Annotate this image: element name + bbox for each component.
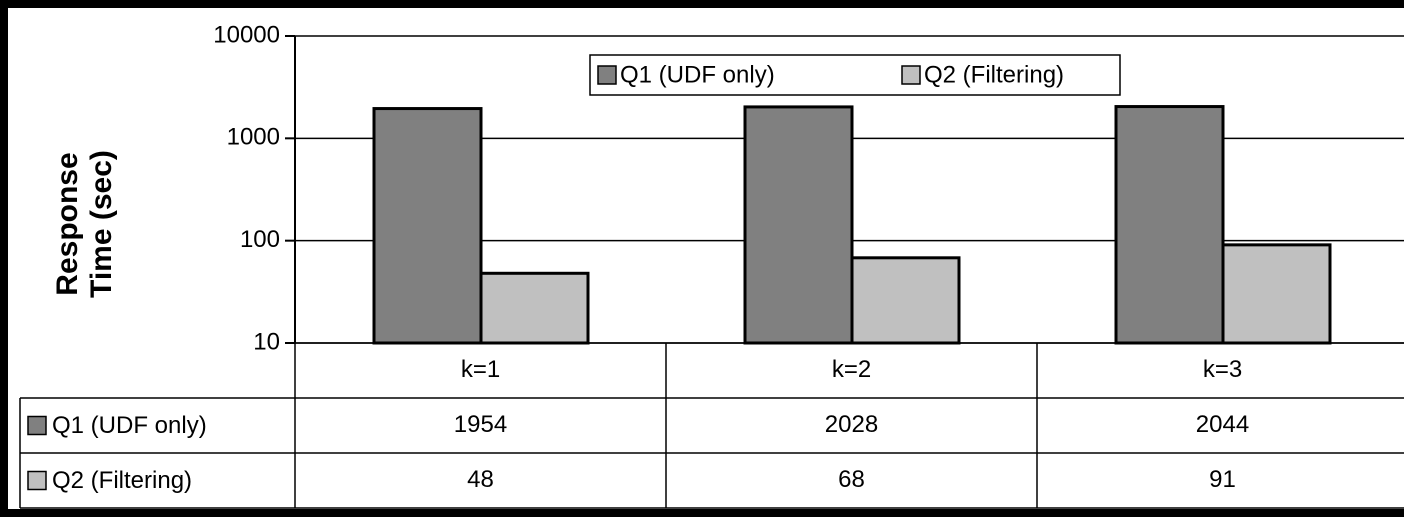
- legend-key: [901, 65, 921, 85]
- y-tick-label: 10: [253, 328, 280, 355]
- legend-key: [27, 415, 47, 436]
- bar: [850, 256, 961, 345]
- table-row-label: Q2 (Filtering): [52, 467, 192, 494]
- bar: [372, 107, 483, 345]
- x-tick-label: k=3: [1203, 356, 1242, 383]
- legend-label: Q2 (Filtering): [924, 61, 1064, 88]
- table-cell: 2028: [825, 411, 878, 438]
- legend-key: [597, 65, 617, 85]
- table-cell: 68: [838, 466, 865, 493]
- table-cell: 2044: [1196, 411, 1249, 438]
- table-cell: 48: [467, 466, 494, 493]
- bar: [1221, 243, 1332, 345]
- table-cell: 91: [1209, 466, 1236, 493]
- legend-box: [589, 54, 1121, 96]
- x-tick-label: k=2: [832, 356, 871, 383]
- bar: [743, 105, 854, 345]
- legend-key: [27, 470, 47, 491]
- legend-label: Q1 (UDF only): [620, 61, 775, 88]
- table-row-label: Q1 (UDF only): [52, 412, 207, 439]
- y-tick-label: 100: [240, 226, 280, 253]
- bar: [1114, 105, 1225, 345]
- y-tick-label: 10000: [213, 21, 280, 48]
- bar: [479, 271, 590, 345]
- y-axis-label: Response Time (sec): [51, 150, 118, 298]
- table-cell: 1954: [454, 411, 507, 438]
- y-tick-label: 1000: [227, 124, 280, 151]
- x-tick-label: k=1: [461, 356, 500, 383]
